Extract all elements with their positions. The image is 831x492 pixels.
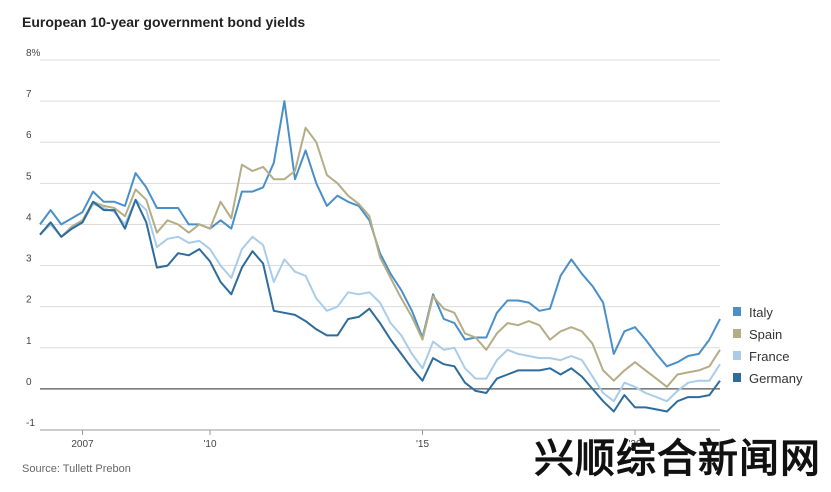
legend-swatch-germany <box>733 373 741 382</box>
x-tick-label: '15 <box>416 439 429 450</box>
series-line-spain <box>39 126 721 388</box>
y-tick-label: -1 <box>26 418 35 429</box>
y-tick-label: 1 <box>26 336 32 347</box>
y-tick-label: 7 <box>26 89 32 100</box>
legend-label-spain: Spain <box>749 327 782 342</box>
watermark-logo: 兴顺综合新闻网 <box>534 436 821 482</box>
y-tick-label: 8% <box>26 48 41 59</box>
x-tick-label: 2007 <box>71 439 94 450</box>
y-tick-label: 6 <box>26 130 32 141</box>
chart-title: European 10-year government bond yields <box>22 14 306 30</box>
x-tick-label: '20 <box>628 439 641 450</box>
series-line-france <box>39 198 721 403</box>
y-tick-label: 4 <box>26 212 32 223</box>
y-tick-label: 0 <box>26 377 32 388</box>
legend-swatch-spain <box>733 329 741 338</box>
legend-swatch-france <box>733 351 741 360</box>
series-line-germany <box>39 198 721 413</box>
y-tick-label: 5 <box>26 171 32 182</box>
legend-label-italy: Italy <box>749 305 773 320</box>
y-tick-label: 2 <box>26 295 32 306</box>
legend-swatch-italy <box>733 307 741 316</box>
x-tick-label: '10 <box>203 439 216 450</box>
source-note: Source: Tullett Prebon <box>22 463 131 475</box>
y-tick-label: 3 <box>26 254 32 265</box>
legend-label-france: France <box>749 349 789 364</box>
legend-label-germany: Germany <box>749 371 803 386</box>
series-line-italy <box>39 100 721 368</box>
